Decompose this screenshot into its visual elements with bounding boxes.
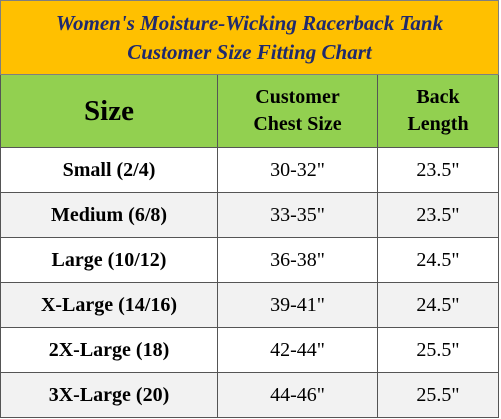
table-row: Small (2/4) 30-32" 23.5"	[0, 148, 499, 193]
column-header: Back Length	[378, 75, 499, 148]
title-banner: Women's Moisture-Wicking Racerback Tank C…	[0, 0, 499, 75]
column-header-line: Customer	[255, 86, 340, 108]
header-row: Size Customer Chest Size Back Length	[0, 75, 499, 148]
table-cell: X-Large (14/16)	[0, 283, 218, 328]
table-cell: Large (10/12)	[0, 238, 218, 283]
table-row: 3X-Large (20) 44-46" 25.5"	[0, 373, 499, 418]
table-cell: 42-44"	[218, 328, 378, 373]
column-header-line: Size	[84, 94, 134, 127]
column-header: Customer Chest Size	[218, 75, 378, 148]
table-cell: 44-46"	[218, 373, 378, 418]
column-header: Size	[0, 75, 218, 148]
column-header-line: Length	[407, 113, 469, 135]
table-row: Medium (6/8) 33-35" 23.5"	[0, 193, 499, 238]
column-header-line: Chest Size	[253, 113, 342, 135]
table-row: 2X-Large (18) 42-44" 25.5"	[0, 328, 499, 373]
table-cell: 24.5"	[378, 238, 499, 283]
table-cell: 24.5"	[378, 283, 499, 328]
table-cell: 30-32"	[218, 148, 378, 193]
table-cell: 36-38"	[218, 238, 378, 283]
table-cell: Medium (6/8)	[0, 193, 218, 238]
column-header-line: Back	[416, 86, 460, 108]
table-cell: 25.5"	[378, 373, 499, 418]
size-table: Size Customer Chest Size Back Length Small (2…	[0, 75, 499, 418]
table-cell: 25.5"	[378, 328, 499, 373]
table-cell: 3X-Large (20)	[0, 373, 218, 418]
table-row: X-Large (14/16) 39-41" 24.5"	[0, 283, 499, 328]
table-cell: 39-41"	[218, 283, 378, 328]
table-cell: 23.5"	[378, 193, 499, 238]
table-cell: 2X-Large (18)	[0, 328, 218, 373]
title-line: Customer Size Fitting Chart	[127, 39, 372, 64]
table-row: Large (10/12) 36-38" 24.5"	[0, 238, 499, 283]
table-cell: 23.5"	[378, 148, 499, 193]
title-line: Women's Moisture-Wicking Racerback Tank	[55, 10, 444, 35]
table-cell: 33-35"	[218, 193, 378, 238]
table-cell: Small (2/4)	[0, 148, 218, 193]
